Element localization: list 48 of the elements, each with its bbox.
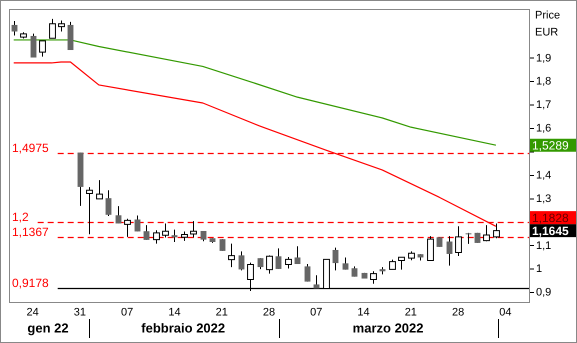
candlestick	[238, 250, 244, 271]
y-axis-title: Price EUR	[535, 10, 560, 39]
ref-line-label: 1,4975	[12, 140, 50, 155]
x-tick-label: 04	[499, 306, 512, 319]
candlestick	[304, 264, 310, 282]
candlestick	[12, 20, 18, 36]
x-tick-label: 24	[26, 306, 39, 319]
y-tick-label: 1,6	[536, 122, 552, 135]
x-tick-label: 28	[452, 306, 464, 319]
text: 1,5289	[532, 138, 570, 153]
candlestick	[106, 190, 112, 216]
candlestick	[276, 248, 282, 270]
y-tick-label: 1,3	[536, 192, 552, 205]
y-tick-label: 1,9	[536, 52, 552, 64]
text: 1,1645	[532, 224, 570, 238]
x-tick-label: 07	[310, 306, 322, 319]
candlestick	[446, 236, 452, 266]
candlestick	[332, 247, 338, 271]
text: marzo 2022	[352, 320, 424, 336]
candlestick	[134, 215, 140, 232]
y-tick-label: 0,9	[536, 286, 552, 299]
x-tick-label: 14	[357, 306, 370, 319]
candlestick	[172, 229, 178, 242]
text: 1,1828	[532, 210, 570, 225]
x-tick-label: 14	[168, 306, 181, 319]
y-tick-label: 1,7	[536, 99, 552, 112]
text: febbraio 2022	[141, 320, 226, 336]
y-tick-label: 1,4	[536, 169, 552, 182]
ref-line-label: 1,2	[12, 210, 30, 224]
candlestick	[258, 258, 264, 270]
y-tick-label: 1	[536, 263, 542, 276]
x-tick-label: 07	[121, 306, 134, 319]
candlestick	[220, 238, 226, 252]
x-tick-label: 21	[216, 306, 228, 319]
text: gen 22	[27, 320, 69, 336]
y-tick-label: 1,1	[536, 240, 552, 252]
candlestick	[342, 256, 348, 270]
candlestick	[466, 232, 472, 244]
candlestick	[116, 206, 122, 224]
candlestick	[30, 33, 36, 58]
x-tick-label: 31	[74, 306, 86, 319]
x-tick-label: 28	[262, 306, 276, 319]
ref-line-label: 0,9178	[12, 276, 50, 290]
candlestick	[144, 224, 150, 240]
candlestick	[294, 246, 300, 265]
ref-line-label: 1,1367	[12, 224, 50, 239]
y-tick-label: 1,8	[536, 76, 552, 88]
x-tick-label: 21	[404, 306, 417, 319]
